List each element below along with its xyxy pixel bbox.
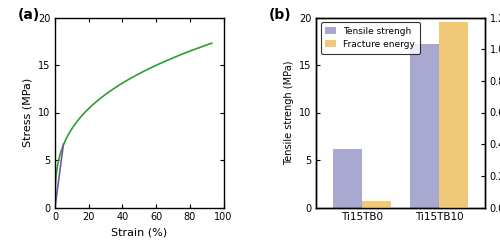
X-axis label: Strain (%): Strain (%) bbox=[112, 228, 168, 238]
Legend: Tensile strengh, Fracture energy: Tensile strengh, Fracture energy bbox=[321, 22, 420, 54]
Y-axis label: Tensile strengh (MPa): Tensile strengh (MPa) bbox=[284, 60, 294, 165]
Bar bbox=[410, 44, 439, 207]
Y-axis label: Stress (MPa): Stress (MPa) bbox=[22, 78, 32, 147]
Text: (b): (b) bbox=[269, 8, 292, 22]
Text: (a): (a) bbox=[18, 8, 40, 22]
Bar bbox=[333, 148, 362, 208]
Bar bbox=[362, 201, 392, 207]
Bar bbox=[439, 22, 468, 208]
